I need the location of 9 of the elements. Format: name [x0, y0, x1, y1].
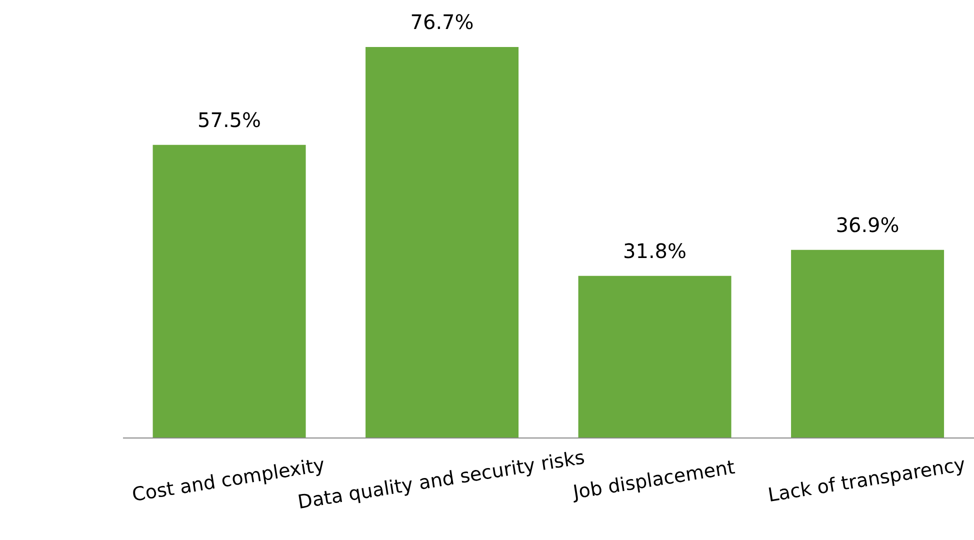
- bar: [578, 276, 732, 438]
- data-label: 36.9%: [836, 212, 900, 237]
- data-label: 31.8%: [623, 238, 687, 263]
- data-label: 76.7%: [410, 10, 474, 34]
- bar: [791, 250, 944, 438]
- data-label: 57.5%: [198, 108, 262, 132]
- bar: [152, 144, 306, 438]
- bar: [366, 47, 519, 438]
- x-tick-label: Lack of transparency: [766, 454, 967, 507]
